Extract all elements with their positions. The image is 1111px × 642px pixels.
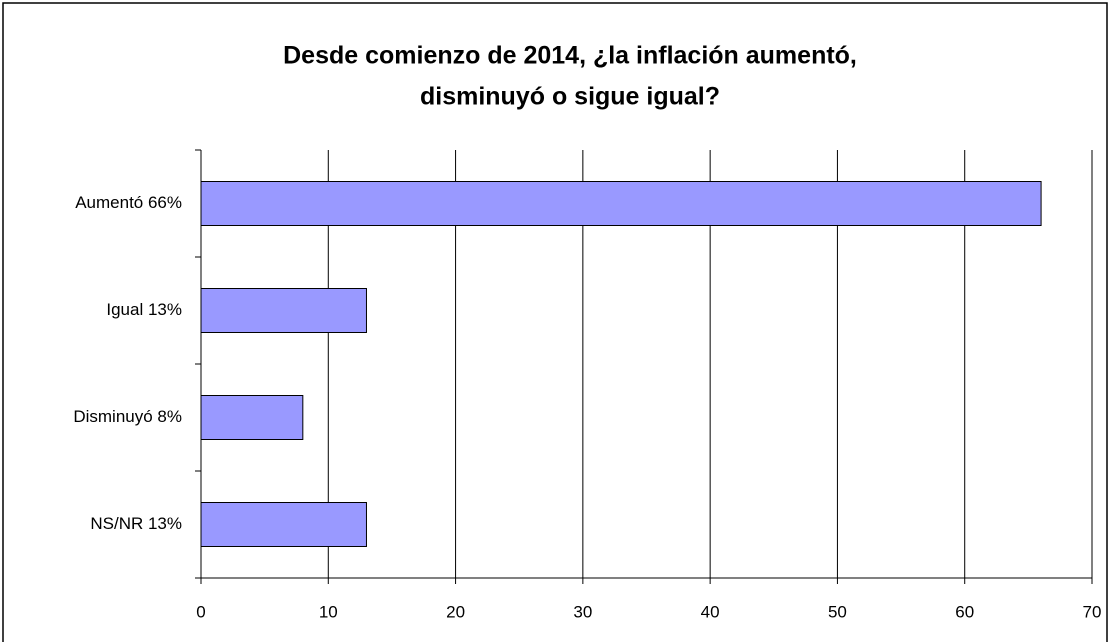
y-tick-label: Aumentó 66% (75, 193, 182, 212)
x-tick-label: 10 (319, 602, 338, 621)
x-tick-label: 0 (196, 602, 205, 621)
y-tick-label: NS/NR 13% (90, 514, 182, 533)
chart-title: disminuyó o sigue igual? (420, 83, 720, 111)
bar (200, 181, 1042, 226)
x-tick-label: 50 (828, 602, 847, 621)
y-tick-label: Igual 13% (106, 300, 182, 319)
bar (200, 502, 367, 547)
y-tick-label: Disminuyó 8% (73, 407, 182, 426)
bar (200, 288, 367, 333)
x-tick-label: 40 (701, 602, 720, 621)
x-tick-label: 70 (1083, 602, 1102, 621)
x-tick-label: 30 (573, 602, 592, 621)
chart-title: Desde comienzo de 2014, ¿la inflación au… (283, 42, 857, 70)
bar (200, 395, 304, 440)
x-tick-label: 20 (446, 602, 465, 621)
x-tick-label: 60 (955, 602, 974, 621)
